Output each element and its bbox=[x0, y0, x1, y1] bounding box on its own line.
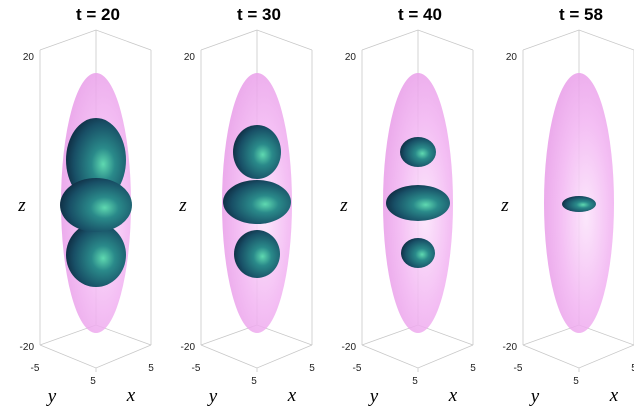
z-tick-label: -20 bbox=[342, 342, 357, 353]
inner-blob bbox=[562, 196, 596, 212]
x-tick-label: 5 bbox=[631, 363, 634, 374]
y-tick-label: 5 bbox=[573, 376, 579, 387]
z-tick-label: -20 bbox=[20, 342, 35, 353]
box-edge bbox=[522, 29, 634, 51]
inner-blob bbox=[401, 238, 435, 268]
inner-blob bbox=[234, 230, 280, 278]
panel-title: t = 40 bbox=[398, 5, 442, 24]
box-edge bbox=[200, 344, 313, 369]
box-edge bbox=[361, 344, 474, 369]
box-edge bbox=[200, 29, 313, 51]
inner-blob bbox=[386, 185, 450, 221]
panel-title: t = 58 bbox=[559, 5, 603, 24]
inner-blob bbox=[223, 180, 291, 224]
y-tick-label: 5 bbox=[251, 376, 257, 387]
y-tick-label: -5 bbox=[31, 363, 40, 374]
box-edge bbox=[39, 29, 152, 51]
y-tick-label: 5 bbox=[90, 376, 96, 387]
z-tick-label: -20 bbox=[181, 342, 196, 353]
z-tick-label: 20 bbox=[23, 52, 35, 63]
panel-title: t = 30 bbox=[237, 5, 281, 24]
z-tick-label: -20 bbox=[503, 342, 518, 353]
box-edge bbox=[361, 29, 474, 51]
inner-blob bbox=[233, 125, 281, 179]
z-axis-label: z bbox=[17, 195, 26, 216]
inner-blob bbox=[60, 178, 132, 232]
y-axis-label: y bbox=[46, 386, 57, 407]
y-tick-label: 5 bbox=[412, 376, 418, 387]
x-axis-label: x bbox=[609, 385, 619, 406]
y-tick-label: -5 bbox=[353, 363, 362, 374]
y-tick-label: -5 bbox=[192, 363, 201, 374]
box-edge bbox=[39, 344, 152, 369]
panel-title: t = 20 bbox=[76, 5, 120, 24]
z-tick-label: 20 bbox=[506, 52, 518, 63]
z-tick-label: 20 bbox=[184, 52, 196, 63]
z-axis-label: z bbox=[178, 195, 187, 216]
x-axis-label: x bbox=[287, 385, 297, 406]
box-edge bbox=[522, 344, 634, 369]
x-tick-label: 5 bbox=[148, 363, 154, 374]
y-axis-label: y bbox=[368, 386, 379, 407]
y-tick-label: -5 bbox=[514, 363, 523, 374]
inner-blob bbox=[400, 137, 436, 167]
y-axis-label: y bbox=[207, 386, 218, 407]
z-axis-label: z bbox=[339, 195, 348, 216]
inner-blob bbox=[66, 223, 126, 287]
y-axis-label: y bbox=[529, 386, 540, 407]
z-axis-label: z bbox=[500, 195, 509, 216]
x-tick-label: 5 bbox=[309, 363, 315, 374]
x-tick-label: 5 bbox=[470, 363, 476, 374]
x-axis-label: x bbox=[448, 385, 458, 406]
x-axis-label: x bbox=[126, 385, 136, 406]
z-tick-label: 20 bbox=[345, 52, 357, 63]
